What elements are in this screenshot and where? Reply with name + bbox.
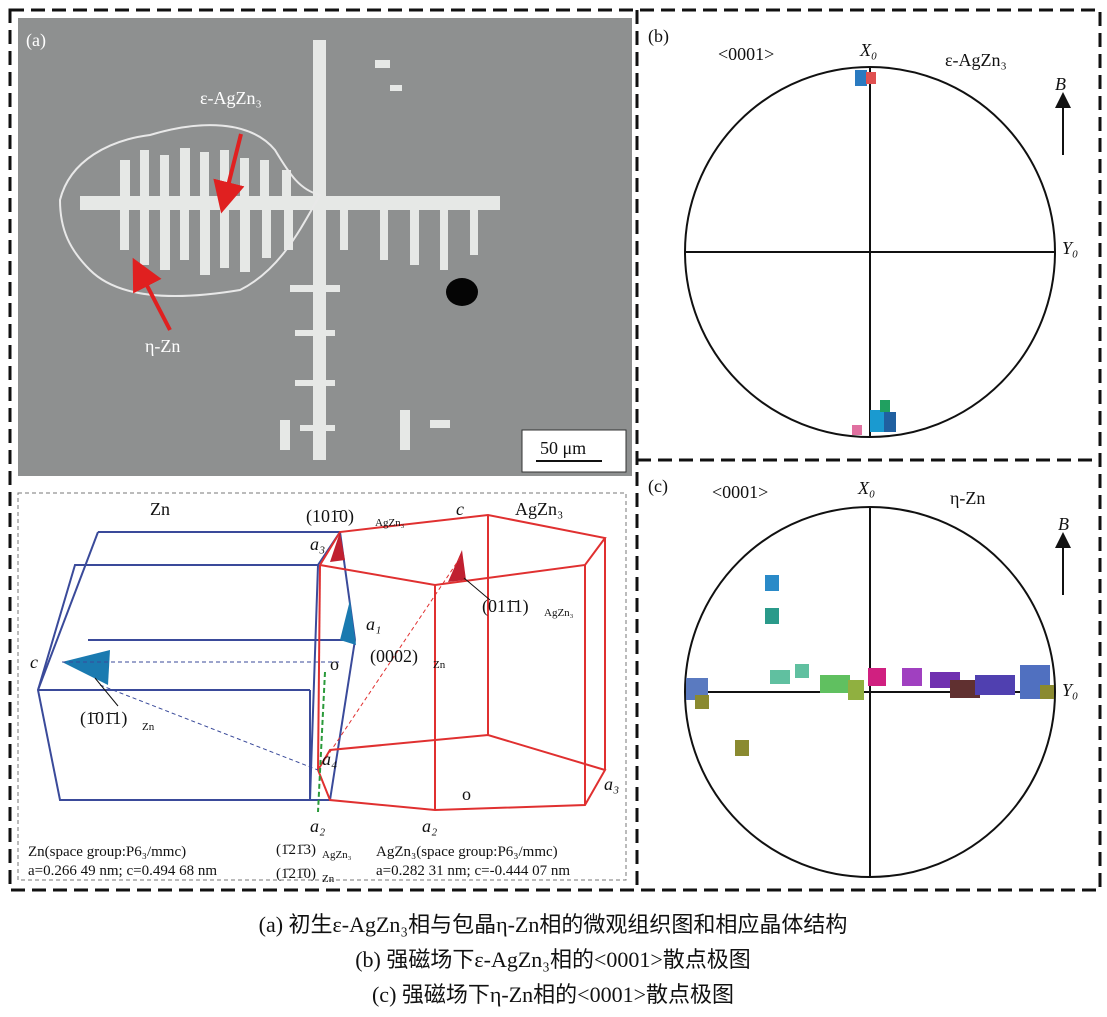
plane-sub: AgZn₃ <box>544 607 574 619</box>
origin-label: o <box>330 654 339 674</box>
plane-sub: Zn <box>142 721 155 733</box>
structure-params: a=0.266 49 nm; c=0.494 68 nm <box>28 863 217 879</box>
plane-label: (1̄01̄1) <box>80 708 127 729</box>
plane-sub: Zn <box>433 659 446 671</box>
origin-label: o <box>462 784 471 804</box>
caption: (b) 强磁场下ε-AgZn₃相的<0001>散点极图 <box>355 947 751 972</box>
structure-params: a=0.282 31 nm; c=-0.444 07 nm <box>376 863 570 879</box>
structure-title: AgZn₃ <box>515 499 563 519</box>
panel-label: (c) <box>648 476 668 497</box>
axis-label: Y₀ <box>1062 680 1078 700</box>
caption: (c) 强磁场下η-Zn相的<0001>散点极图 <box>372 982 734 1007</box>
plane-sub: Zn <box>322 873 335 885</box>
plane-label: (011̄1) <box>482 596 529 617</box>
phase-label: ε-AgZn₃ <box>200 88 262 108</box>
pole-points <box>686 575 1054 756</box>
phase-label: ε-AgZn₃ <box>945 50 1007 70</box>
direction-label: <0001> <box>718 44 774 64</box>
axis-label: Y₀ <box>1062 238 1078 258</box>
plane-label: (0002) <box>370 646 418 667</box>
plane-label: (101̄0) <box>306 506 354 527</box>
field-label: B <box>1055 74 1066 94</box>
panel-label: (a) <box>26 30 46 51</box>
axis-label: c <box>456 499 464 519</box>
plane-sub: AgZn₃ <box>375 517 405 529</box>
structure-title: Zn <box>150 499 170 519</box>
scale-bar-label: 50 μm <box>540 438 586 458</box>
axis-label: a₂ <box>310 816 325 836</box>
axis-label: a₃ <box>310 534 325 554</box>
pole-figure <box>684 66 1071 438</box>
axis-label: c <box>30 652 38 672</box>
axis-label: X₀ <box>859 40 877 60</box>
plane-label: (1̄21̄3) <box>276 842 316 858</box>
phase-label: η-Zn <box>145 336 180 356</box>
pole-points <box>852 70 896 435</box>
axis-label: a₃ <box>604 774 619 794</box>
caption: (a) 初生ε-AgZn₃相与包晶η-Zn相的微观组织图和相应晶体结构 <box>259 912 848 937</box>
axis-label: X₀ <box>857 478 875 498</box>
axis-label: a₄ <box>322 749 337 769</box>
planes <box>62 532 491 813</box>
field-label: B <box>1058 514 1069 534</box>
structure-info: Zn(space group:P6₃/mmc) <box>28 844 186 860</box>
axis-label: a₂ <box>422 816 437 836</box>
axis-label: a₁ <box>366 614 381 634</box>
frames <box>8 8 1102 892</box>
micrograph <box>18 18 632 476</box>
crystal-frame <box>17 492 627 881</box>
plane-label: (1̄21̄0) <box>276 866 316 882</box>
direction-label: <0001> <box>712 482 768 502</box>
plane-sub: AgZn₃ <box>322 849 352 861</box>
phase-label: η-Zn <box>950 488 985 508</box>
structure-info: AgZn₃(space group:P6₃/mmc) <box>376 844 558 860</box>
panel-label: (b) <box>648 26 669 47</box>
